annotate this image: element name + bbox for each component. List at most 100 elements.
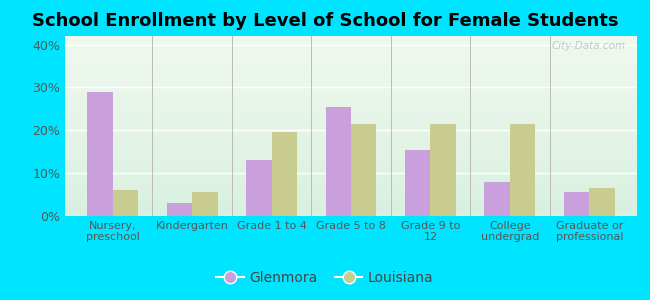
Bar — [65, 181, 637, 182]
Bar — [65, 58, 637, 59]
Bar — [65, 90, 637, 91]
Bar — [65, 198, 637, 199]
Bar — [65, 94, 637, 95]
Bar — [65, 74, 637, 75]
Bar — [65, 75, 637, 76]
Bar — [65, 138, 637, 139]
Bar — [65, 55, 637, 56]
Bar — [65, 37, 637, 38]
Bar — [65, 142, 637, 143]
Bar — [65, 99, 637, 100]
Bar — [65, 107, 637, 108]
Bar — [65, 150, 637, 151]
Bar — [65, 69, 637, 70]
Bar — [65, 116, 637, 117]
Bar — [65, 89, 637, 90]
Bar — [65, 115, 637, 116]
Bar — [65, 127, 637, 128]
Bar — [65, 119, 637, 120]
Bar — [65, 201, 637, 202]
Bar — [65, 149, 637, 150]
Bar — [65, 78, 637, 79]
Bar — [65, 162, 637, 163]
Bar — [484, 182, 510, 216]
Bar — [65, 123, 637, 124]
Bar — [65, 76, 637, 77]
Bar — [65, 118, 637, 119]
Bar — [65, 97, 637, 98]
Bar — [65, 124, 637, 125]
Bar — [65, 108, 637, 109]
Bar — [430, 124, 456, 216]
Bar — [65, 100, 637, 101]
Bar — [65, 44, 637, 45]
Bar — [65, 132, 637, 133]
Bar — [65, 158, 637, 159]
Bar — [65, 184, 637, 185]
Bar — [65, 215, 637, 216]
Bar — [65, 49, 637, 50]
Bar — [65, 168, 637, 169]
Bar — [65, 113, 637, 114]
Bar — [65, 173, 637, 174]
Bar — [65, 134, 637, 135]
Bar — [65, 87, 637, 88]
Bar — [65, 54, 637, 55]
Bar — [65, 79, 637, 80]
Bar — [65, 163, 637, 164]
Bar — [65, 80, 637, 81]
Bar — [65, 60, 637, 61]
Bar — [65, 171, 637, 172]
Bar — [65, 148, 637, 149]
Bar — [65, 136, 637, 137]
Bar — [65, 143, 637, 144]
Bar — [65, 146, 637, 147]
Bar — [65, 46, 637, 47]
Bar — [65, 204, 637, 205]
Bar — [65, 38, 637, 39]
Bar — [65, 214, 637, 215]
Bar — [65, 207, 637, 208]
Bar — [65, 126, 637, 127]
Bar — [65, 103, 637, 104]
Bar — [65, 114, 637, 115]
Bar — [65, 122, 637, 123]
Bar — [65, 92, 637, 93]
Bar — [65, 190, 637, 191]
Bar — [65, 156, 637, 157]
Bar — [65, 112, 637, 113]
Bar — [65, 53, 637, 54]
Bar — [65, 81, 637, 82]
Bar — [65, 178, 637, 179]
Bar — [65, 59, 637, 60]
Bar — [65, 61, 637, 62]
Bar — [246, 160, 272, 216]
Bar — [65, 213, 637, 214]
Bar — [65, 193, 637, 194]
Bar — [65, 68, 637, 69]
Bar — [65, 192, 637, 193]
Bar — [65, 170, 637, 171]
Bar — [65, 202, 637, 203]
Bar — [65, 175, 637, 176]
Bar — [65, 93, 637, 94]
Bar — [65, 111, 637, 112]
Bar — [65, 139, 637, 140]
Bar — [65, 67, 637, 68]
Bar — [65, 183, 637, 184]
Bar — [351, 124, 376, 216]
Bar — [65, 206, 637, 207]
Bar — [65, 147, 637, 148]
Bar — [65, 172, 637, 173]
Bar — [65, 195, 637, 196]
Bar — [65, 140, 637, 141]
Bar — [65, 182, 637, 183]
Bar — [65, 82, 637, 83]
Bar — [65, 40, 637, 41]
Bar — [65, 56, 637, 57]
Bar — [65, 71, 637, 72]
Bar — [510, 124, 536, 216]
Bar — [65, 191, 637, 192]
Bar — [65, 42, 637, 43]
Bar — [65, 95, 637, 96]
